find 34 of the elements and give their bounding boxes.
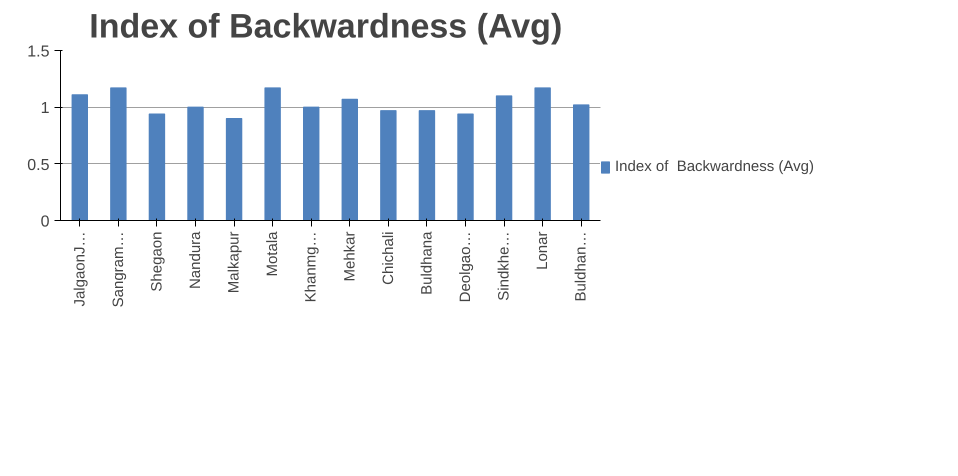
bar bbox=[264, 87, 281, 220]
y-tick-label: 0.5 bbox=[27, 156, 50, 174]
x-tick-label: Malkapur bbox=[226, 231, 243, 294]
x-tick-label: Chichali bbox=[380, 231, 397, 285]
x-tick-label: Deolgao… bbox=[457, 231, 474, 302]
bar bbox=[342, 98, 358, 220]
chart-title: Index of Backwardness (Avg) bbox=[89, 8, 562, 46]
bar bbox=[110, 87, 127, 220]
bar bbox=[534, 87, 551, 220]
bar bbox=[418, 110, 436, 220]
bar bbox=[72, 94, 88, 220]
y-tick-label: 0 bbox=[40, 214, 50, 230]
bar bbox=[496, 95, 512, 220]
bar bbox=[303, 106, 320, 220]
x-tick-label: Sangram… bbox=[110, 231, 127, 308]
x-tick-label: Shegaon bbox=[148, 231, 166, 292]
bar bbox=[226, 118, 242, 220]
x-tick-label: Lonar bbox=[534, 231, 552, 270]
bar bbox=[457, 113, 474, 220]
x-tick-label: Khanmg… bbox=[302, 231, 320, 302]
legend-label: Index of Backwardness (Avg) bbox=[615, 158, 814, 175]
x-tick-label: Buldhana bbox=[418, 230, 436, 295]
bar bbox=[380, 110, 397, 220]
bar bbox=[148, 113, 166, 220]
y-tick-label: 1.5 bbox=[27, 44, 50, 60]
x-tick-label: Buldhan… bbox=[572, 231, 590, 302]
x-tick-label: Motala bbox=[264, 230, 282, 277]
x-tick-label: JalgaonJ… bbox=[71, 231, 88, 307]
y-tick-label: 1 bbox=[40, 100, 50, 118]
x-tick-label: Mehkar bbox=[341, 231, 358, 282]
x-tick-label: Nandura bbox=[187, 230, 204, 290]
x-tick-label: Sindkhe… bbox=[496, 231, 513, 301]
bar bbox=[573, 104, 590, 220]
bar bbox=[187, 106, 204, 220]
